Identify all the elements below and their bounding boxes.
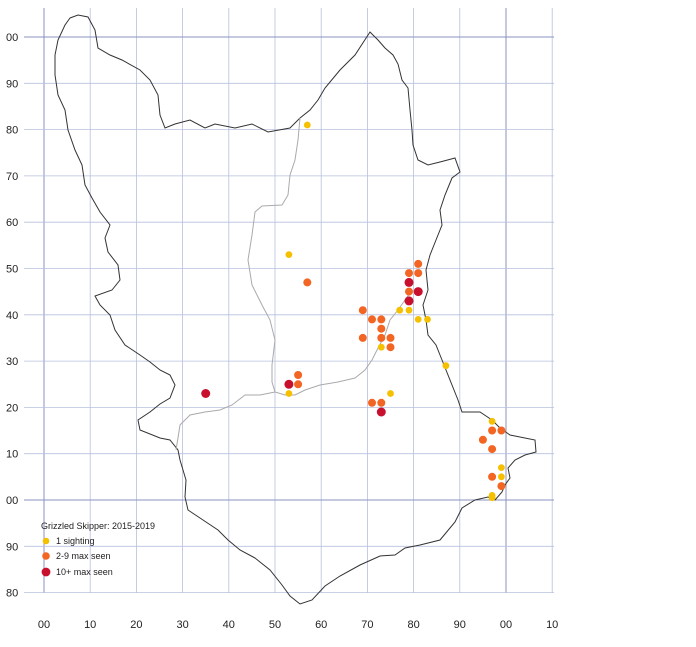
record-two-to-nine [294, 380, 303, 389]
legend-label-two-to-nine: 2-9 max seen [56, 551, 111, 561]
record-ten-plus [284, 379, 294, 389]
record-one-sighting [442, 362, 450, 370]
record-one-sighting [488, 494, 496, 502]
x-tick-label: 80 [407, 619, 419, 631]
record-one-sighting [285, 390, 293, 397]
record-two-to-nine [368, 398, 376, 407]
record-ten-plus [376, 407, 386, 417]
record-two-to-nine [377, 324, 386, 333]
record-two-to-nine [358, 306, 367, 315]
x-tick-label: 00 [38, 619, 50, 631]
x-tick-label: 60 [315, 619, 327, 631]
record-ten-plus [201, 389, 211, 398]
record-one-sighting [424, 316, 431, 323]
record-one-sighting [414, 316, 422, 323]
record-two-to-nine [377, 333, 386, 342]
y-tick-label: 10 [6, 449, 18, 461]
record-two-to-nine [488, 445, 497, 454]
y-tick-label: 00 [6, 495, 18, 507]
y-tick-label: 50 [6, 264, 18, 276]
record-two-to-nine [368, 315, 376, 324]
record-two-to-nine [497, 482, 506, 491]
x-tick-label: 50 [269, 619, 281, 631]
x-tick-label: 30 [176, 619, 188, 631]
legend-marker-two-to-nine [42, 552, 50, 560]
record-two-to-nine [414, 259, 423, 268]
record-one-sighting [488, 417, 496, 425]
inner-boundary [247, 117, 413, 396]
record-one-sighting [396, 306, 404, 314]
record-two-to-nine [358, 333, 367, 342]
record-two-to-nine [377, 398, 386, 407]
county-boundary [54, 14, 537, 605]
record-two-to-nine [377, 315, 386, 324]
y-tick-label: 90 [6, 78, 18, 90]
record-one-sighting [377, 343, 385, 351]
y-tick-label: 40 [6, 310, 18, 322]
x-tick-label: 20 [130, 619, 142, 631]
y-tick-label: 60 [6, 217, 18, 229]
x-tick-label: 10 [84, 619, 96, 631]
legend-label-one-sighting: 1 sighting [56, 536, 95, 546]
record-two-to-nine [488, 426, 497, 435]
inner-boundary-west [175, 391, 276, 451]
x-tick-label: 00 [500, 619, 512, 631]
x-tick-label: 70 [361, 619, 373, 631]
legend: Grizzled Skipper: 2015-2019 1 sighting 2… [41, 521, 155, 577]
legend-marker-ten-plus [41, 567, 51, 577]
record-two-to-nine [303, 278, 312, 287]
legend-title: Grizzled Skipper: 2015-2019 [41, 521, 155, 531]
y-tick-label: 80 [6, 125, 18, 137]
legend-marker-one-sighting [42, 537, 50, 545]
record-one-sighting [405, 306, 413, 314]
record-two-to-nine [488, 472, 497, 481]
records-layer [201, 121, 506, 502]
legend-label-ten-plus: 10+ max seen [56, 567, 113, 577]
record-one-sighting [498, 473, 505, 481]
record-two-to-nine [497, 426, 506, 435]
y-tick-label: 80 [6, 588, 18, 600]
record-ten-plus [413, 287, 423, 297]
record-two-to-nine [386, 343, 395, 352]
record-one-sighting [387, 390, 394, 397]
record-one-sighting [498, 464, 505, 471]
record-ten-plus [404, 296, 414, 306]
record-two-to-nine [405, 269, 413, 278]
y-tick-label: 70 [6, 171, 18, 183]
record-two-to-nine [478, 435, 487, 444]
y-tick-label: 20 [6, 402, 18, 414]
x-tick-label: 90 [454, 619, 466, 631]
x-tick-label: 40 [223, 619, 235, 631]
record-one-sighting [303, 121, 311, 129]
y-tick-label: 00 [6, 32, 18, 44]
record-two-to-nine [405, 287, 413, 296]
y-tick-label: 30 [6, 356, 18, 368]
y-tick-label: 90 [6, 541, 18, 553]
record-two-to-nine [294, 371, 303, 379]
x-tick-label: 10 [546, 619, 558, 631]
record-ten-plus [404, 277, 414, 287]
record-one-sighting [285, 251, 293, 258]
record-two-to-nine [386, 333, 395, 342]
grid-lines: 00 10 20 30 40 50 60 70 80 90 00 10 00 90 80 70 60 50 40 30… [6, 8, 558, 631]
record-two-to-nine [414, 269, 423, 278]
